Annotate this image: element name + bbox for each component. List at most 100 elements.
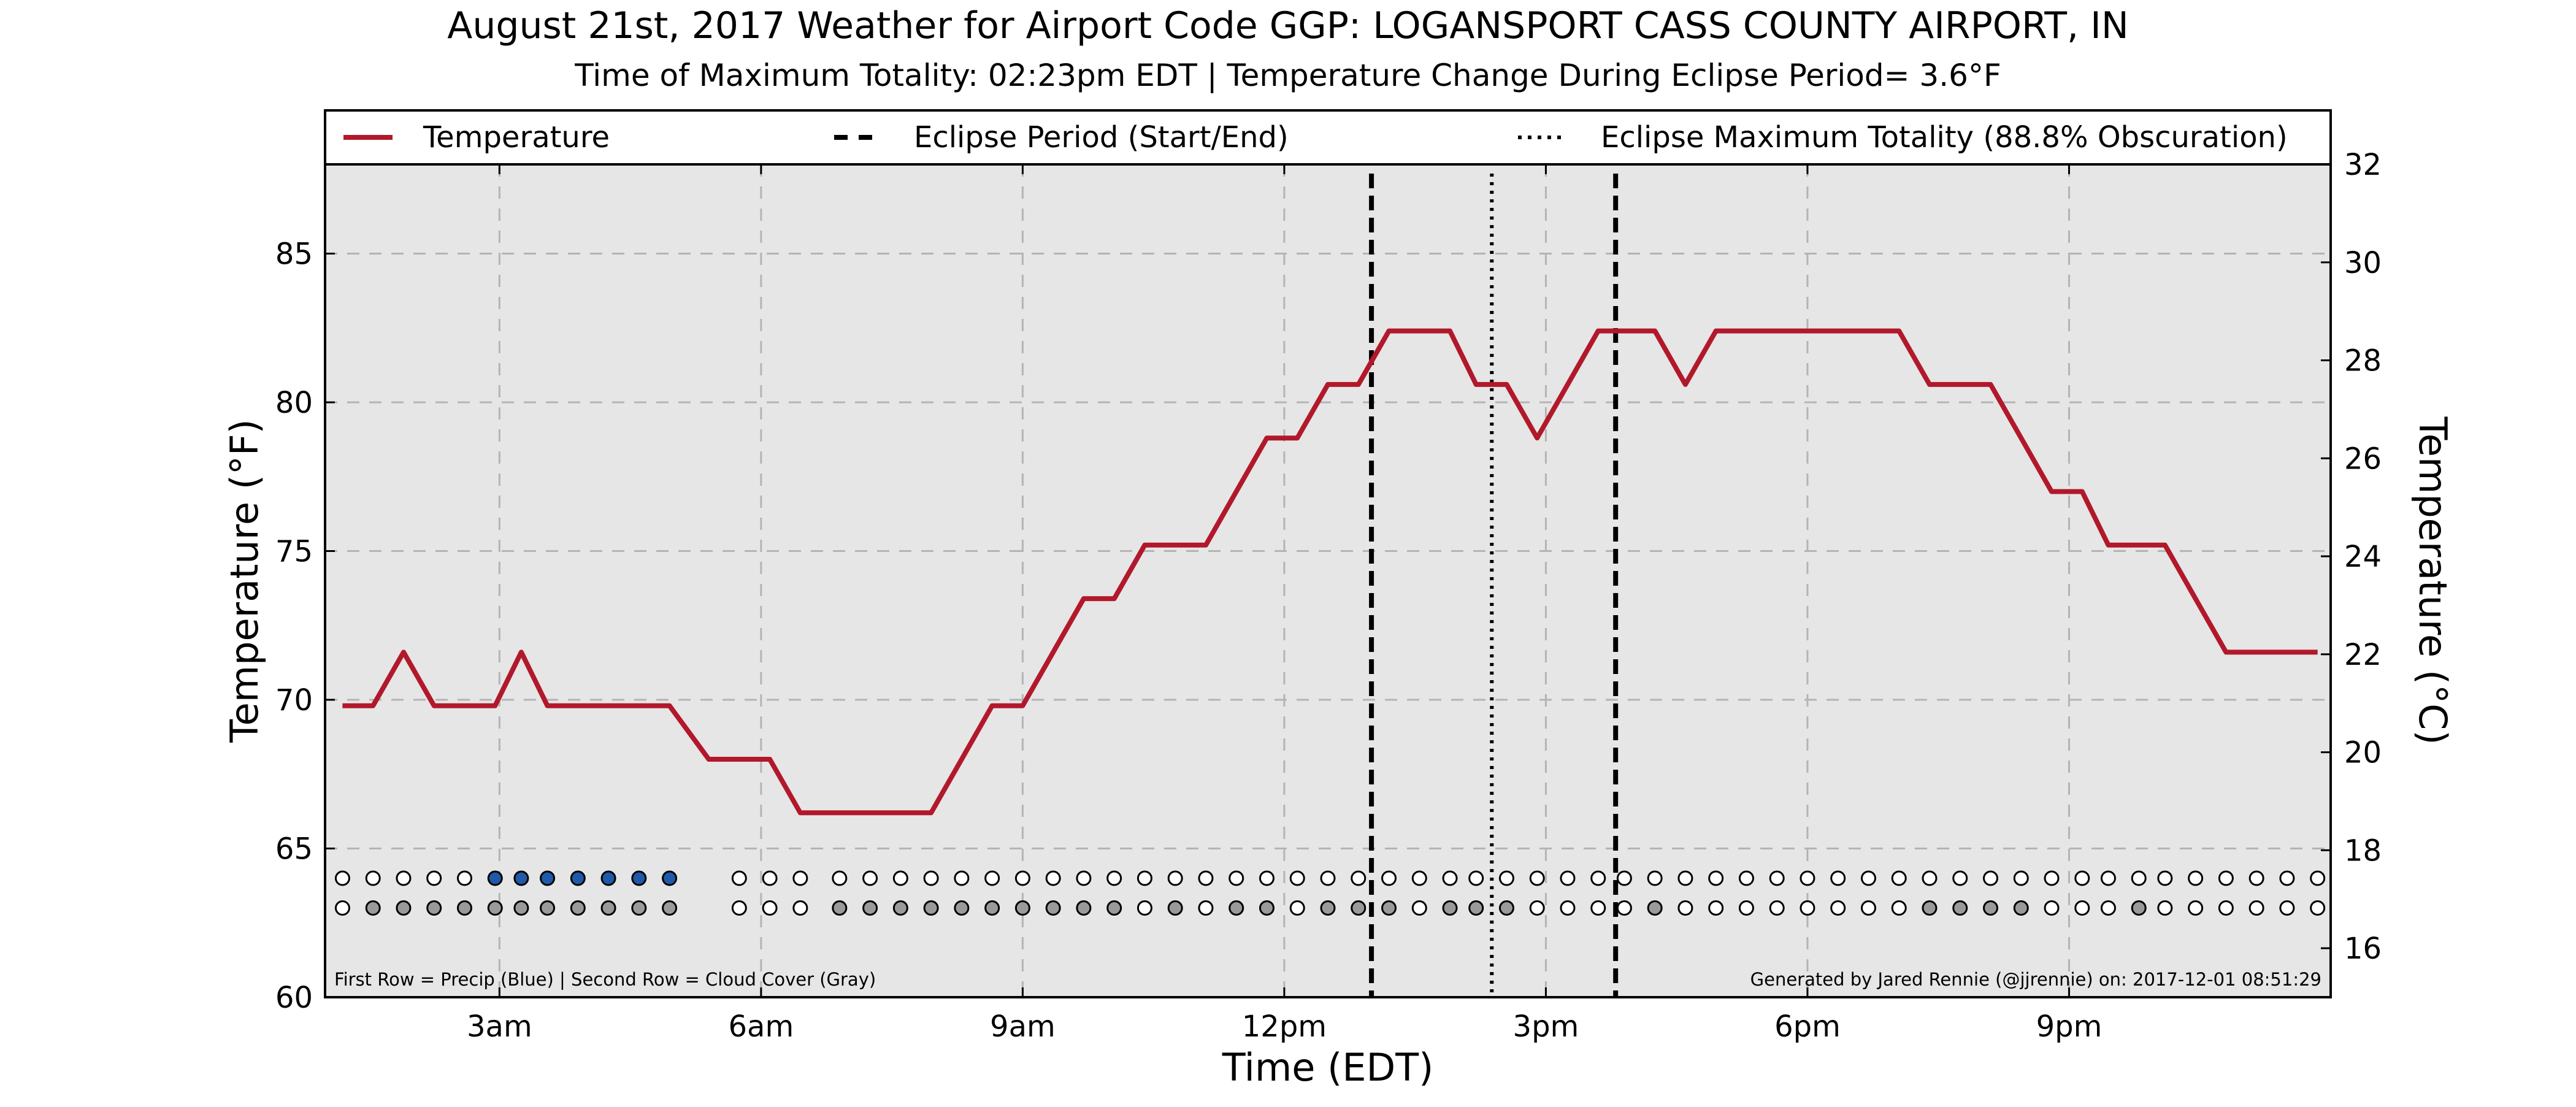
precip-marker — [1983, 870, 1999, 886]
precip-marker — [1647, 870, 1663, 886]
precip-marker — [2100, 870, 2116, 886]
grid-layer — [325, 164, 2331, 997]
precip-marker — [2218, 870, 2234, 886]
precip-marker — [1830, 870, 1846, 886]
cloud-cover-marker — [513, 900, 529, 916]
precip-marker — [2248, 870, 2264, 886]
plot-area — [324, 163, 2332, 998]
precip-marker — [1560, 870, 1576, 886]
precip-marker — [1860, 870, 1876, 886]
cloud-cover-marker — [2188, 900, 2204, 916]
y-tick-label: 85 — [275, 237, 313, 272]
precip-marker — [1229, 870, 1244, 886]
precip-marker — [426, 870, 442, 886]
cloud-cover-marker — [2100, 900, 2116, 916]
y-right-tick-label: 22 — [2344, 638, 2382, 672]
precip-marker — [1616, 870, 1632, 886]
precip-marker — [1351, 870, 1367, 886]
precip-marker — [792, 870, 808, 886]
cloud-cover-marker — [954, 900, 970, 916]
cloud-cover-marker — [1351, 900, 1367, 916]
x-tick-label: 9am — [990, 1009, 1056, 1044]
precip-marker — [456, 870, 472, 886]
precip-marker — [984, 870, 1000, 886]
footnote-left: First Row = Precip (Blue) | Second Row =… — [334, 969, 876, 990]
precip-marker — [2044, 870, 2060, 886]
cloud-cover-marker — [2074, 900, 2090, 916]
cloud-cover-marker — [1045, 900, 1061, 916]
cloud-cover-marker — [1320, 900, 1336, 916]
legend-box — [324, 109, 2332, 166]
precip-marker — [923, 870, 939, 886]
precip-marker — [396, 870, 412, 886]
cloud-cover-marker — [984, 900, 1000, 916]
cloud-cover-marker — [1830, 900, 1846, 916]
precip-marker — [1952, 870, 1968, 886]
precip-marker — [1381, 870, 1397, 886]
cloud-cover-marker — [1468, 900, 1484, 916]
cloud-cover-marker — [1289, 900, 1305, 916]
cloud-cover-marker — [892, 900, 908, 916]
cloud-cover-marker — [731, 900, 747, 916]
precip-marker — [365, 870, 381, 886]
precip-marker — [334, 870, 350, 886]
chart-title: August 21st, 2017 Weather for Airport Co… — [447, 4, 2128, 47]
cloud-cover-marker — [365, 900, 381, 916]
x-tick-label: 6am — [729, 1009, 794, 1044]
cloud-cover-marker — [2131, 900, 2147, 916]
eclipse-layer — [1369, 174, 1619, 997]
precip-marker — [1590, 870, 1606, 886]
cloud-cover-marker — [2310, 900, 2326, 916]
cloud-cover-marker — [1677, 900, 1693, 916]
x-tick-label: 3pm — [1513, 1009, 1579, 1044]
legend-label-eclipse-period: Eclipse Period (Start/End) — [914, 120, 1289, 155]
y-right-tick-label: 18 — [2344, 833, 2382, 868]
cloud-cover-marker — [2044, 900, 2060, 916]
legend-label-temperature: Temperature — [423, 120, 610, 155]
legend-label-max-totality: Eclipse Maximum Totality (88.8% Obscurat… — [1601, 120, 2288, 155]
precip-marker — [1468, 870, 1484, 886]
x-tick-label: 9pm — [2036, 1009, 2103, 1044]
cloud-cover-marker — [1616, 900, 1632, 916]
precip-marker — [1167, 870, 1183, 886]
precip-marker — [1922, 870, 1938, 886]
y-axis-label-left: Temperature (°F) — [222, 419, 267, 743]
cloud-cover-marker — [1498, 900, 1514, 916]
cloud-cover-marker — [662, 900, 678, 916]
precip-marker — [2310, 870, 2326, 886]
cloud-cover-marker — [1860, 900, 1876, 916]
cloud-cover-marker — [1076, 900, 1092, 916]
cloud-cover-marker — [1560, 900, 1576, 916]
cloud-cover-marker — [1800, 900, 1815, 916]
cloud-cover-marker — [1014, 900, 1030, 916]
axis-layer: 60 65 70 75 80 85 3am 6am 9am 12pm 3pm 6pm 9pm 16 18 20… — [275, 148, 2382, 1044]
y-right-tick-label: 20 — [2344, 736, 2382, 770]
precip-marker — [892, 870, 908, 886]
cloud-cover-marker — [1952, 900, 1968, 916]
precip-marker — [862, 870, 878, 886]
y-right-tick-label: 24 — [2344, 540, 2382, 574]
precip-marker — [1498, 870, 1514, 886]
cloud-cover-marker — [923, 900, 939, 916]
precip-marker — [540, 870, 556, 886]
precip-marker — [762, 870, 778, 886]
precip-marker — [1769, 870, 1785, 886]
precip-marker — [1442, 870, 1458, 886]
cloud-cover-marker — [2218, 900, 2234, 916]
y-tick-label: 80 — [275, 386, 313, 420]
cloud-cover-marker — [1922, 900, 1938, 916]
y-tick-label: 75 — [275, 535, 313, 569]
cloud-cover-marker — [1529, 900, 1545, 916]
precip-marker — [1137, 870, 1152, 886]
footnote-right: Generated by Jared Rennie (@jjrennie) on… — [1750, 969, 2321, 990]
x-tick-label: 6pm — [1774, 1009, 1841, 1044]
precip-marker — [662, 870, 678, 886]
precip-marker — [2279, 870, 2295, 886]
cloud-cover-marker — [1442, 900, 1458, 916]
precip-marker — [570, 870, 586, 886]
cloud-cover-marker — [1137, 900, 1152, 916]
cloud-cover-marker — [762, 900, 778, 916]
precip-marker — [600, 870, 616, 886]
precip-marker — [631, 870, 647, 886]
y-right-tick-label: 26 — [2344, 442, 2382, 476]
